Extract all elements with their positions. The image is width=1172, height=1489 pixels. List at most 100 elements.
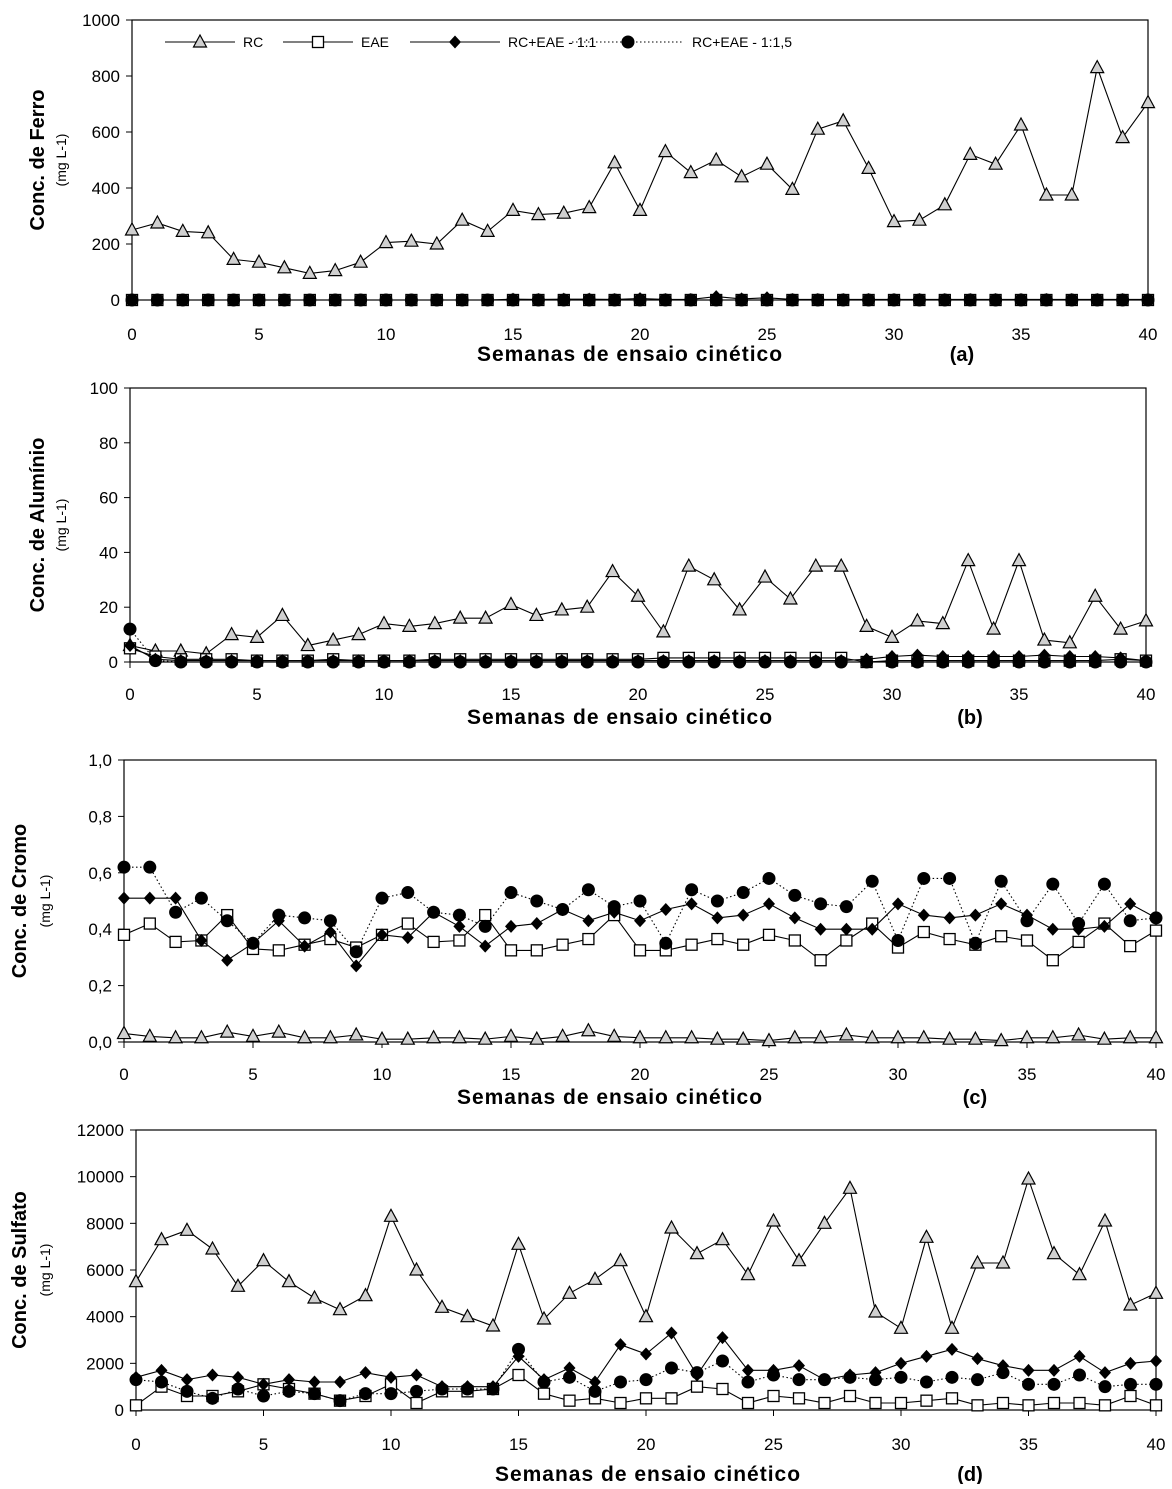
data-point xyxy=(884,629,900,643)
data-point xyxy=(169,935,182,949)
data-point xyxy=(996,1366,1010,1380)
data-point xyxy=(843,1370,857,1384)
data-point xyxy=(434,1299,450,1313)
data-point xyxy=(665,1392,678,1405)
data-point xyxy=(659,902,672,916)
data-point xyxy=(869,1373,882,1387)
x-tick-label: 15 xyxy=(504,325,523,344)
y-tick-label: 1,0 xyxy=(88,751,112,770)
data-point xyxy=(684,293,698,307)
data-point xyxy=(426,1029,442,1044)
data-point xyxy=(784,181,800,195)
data-point xyxy=(430,293,444,307)
data-point xyxy=(283,1373,295,1387)
data-point xyxy=(563,1361,576,1375)
data-point xyxy=(153,1231,170,1246)
data-point xyxy=(1019,1029,1035,1044)
data-point xyxy=(1090,293,1104,307)
data-point xyxy=(537,1387,551,1400)
data-point xyxy=(478,609,494,624)
data-point xyxy=(963,293,977,307)
data-point xyxy=(859,618,875,632)
data-point xyxy=(479,939,492,953)
x-axis-label: Semanas de ensaio cinético xyxy=(467,706,773,729)
series-circle xyxy=(117,860,1163,959)
data-point xyxy=(1073,1368,1086,1382)
data-point xyxy=(252,293,266,307)
legend-label: EAE xyxy=(361,34,389,50)
data-point xyxy=(892,897,904,911)
data-point xyxy=(231,1382,245,1396)
data-point xyxy=(359,1387,372,1401)
data-point xyxy=(605,563,621,578)
data-point xyxy=(529,655,543,669)
data-point xyxy=(334,1375,346,1389)
data-point xyxy=(737,908,750,922)
data-point xyxy=(607,900,621,914)
y-axis-label: Conc. de Ferro xyxy=(27,89,49,230)
data-point xyxy=(887,293,901,307)
data-point xyxy=(630,587,646,602)
x-tick-label: 25 xyxy=(756,685,775,704)
data-point xyxy=(555,655,569,669)
data-point xyxy=(840,922,853,936)
data-point xyxy=(403,232,419,247)
data-point xyxy=(1048,1363,1060,1377)
data-point xyxy=(357,1287,374,1302)
data-point xyxy=(1122,1029,1138,1044)
data-point xyxy=(1123,914,1137,928)
series-line xyxy=(131,65,1149,274)
data-point xyxy=(1113,620,1129,635)
data-point xyxy=(681,557,697,572)
data-point xyxy=(328,293,342,307)
data-point xyxy=(504,886,518,900)
data-point xyxy=(226,251,242,265)
data-point xyxy=(911,211,927,226)
data-point xyxy=(477,1030,493,1045)
data-point xyxy=(1148,1285,1164,1299)
data-point xyxy=(920,1394,933,1407)
x-tick-label: 30 xyxy=(883,685,902,704)
data-point xyxy=(478,919,492,933)
data-point xyxy=(1099,1366,1111,1380)
data-point xyxy=(333,1394,347,1408)
x-tick-label: 10 xyxy=(377,325,396,344)
data-point xyxy=(988,155,1004,170)
data-point xyxy=(917,871,931,885)
x-tick-label: 5 xyxy=(254,325,263,344)
y-tick-label: 6000 xyxy=(86,1261,124,1280)
data-point xyxy=(404,293,418,307)
y-axis-unit: (mg L-1) xyxy=(53,134,69,187)
data-point xyxy=(886,213,902,228)
data-point xyxy=(427,905,441,919)
x-tick-label: 40 xyxy=(1139,325,1158,344)
data-point xyxy=(835,112,851,127)
data-point xyxy=(1115,129,1131,144)
data-point xyxy=(639,1392,653,1405)
data-point xyxy=(936,655,950,669)
data-point xyxy=(943,932,956,946)
data-point xyxy=(350,959,363,973)
data-point xyxy=(685,883,699,897)
y-tick-label: 2000 xyxy=(86,1354,124,1373)
data-point xyxy=(580,655,594,669)
data-point xyxy=(1014,293,1028,307)
data-point xyxy=(938,293,952,307)
data-point xyxy=(960,552,976,567)
data-point xyxy=(194,891,208,905)
series-circle xyxy=(125,293,1155,307)
data-point xyxy=(143,891,156,905)
data-point xyxy=(251,253,267,268)
data-point xyxy=(528,607,544,622)
data-point xyxy=(303,293,317,307)
data-point xyxy=(401,886,415,900)
data-point xyxy=(1047,1377,1061,1391)
y-tick-label: 0,8 xyxy=(88,807,112,826)
data-point xyxy=(557,293,571,307)
data-point xyxy=(1138,612,1154,627)
legend-item: RC+EAE - 1:1 xyxy=(410,34,597,50)
data-point xyxy=(536,1310,552,1325)
data-point xyxy=(683,164,699,179)
data-point xyxy=(374,1030,390,1045)
data-point xyxy=(298,939,311,953)
